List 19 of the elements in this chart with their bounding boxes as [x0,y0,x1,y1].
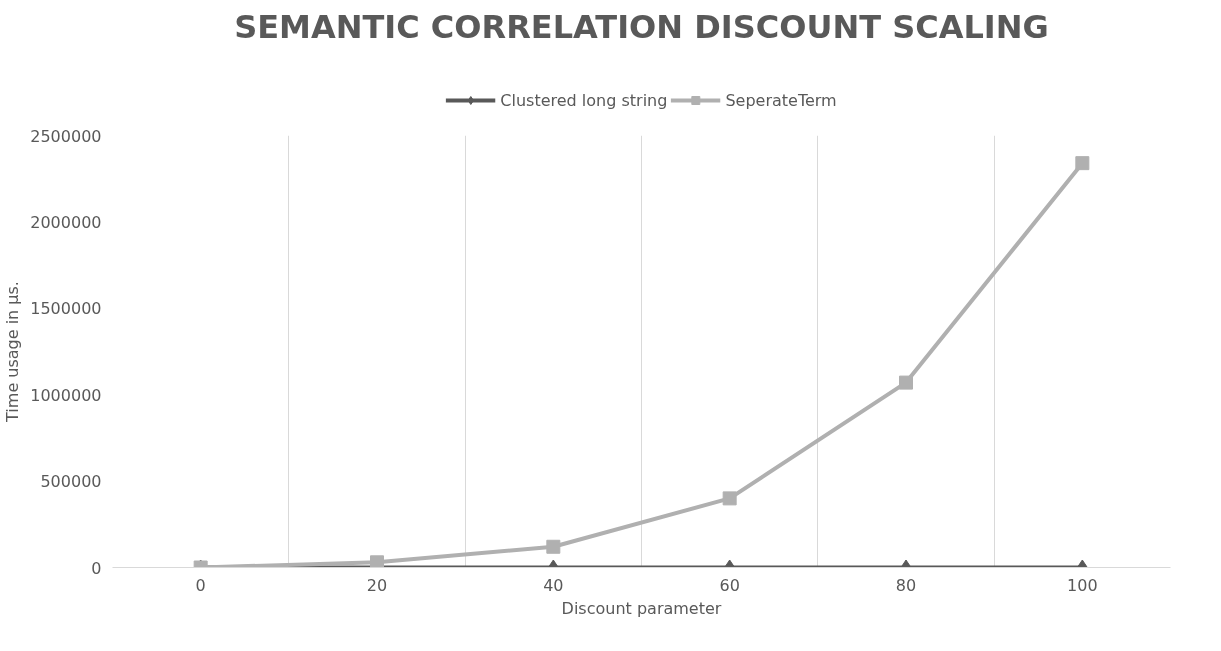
y-tick-label: 0 [91,558,102,578]
x-axis-title: Discount parameter [561,598,722,618]
point [1075,156,1090,171]
x-tick-label: 40 [543,575,564,595]
y-tick-label: 1000000 [30,385,102,405]
y-tick-label: 500000 [40,472,102,492]
point [899,375,913,390]
x-tick-label: 100 [1067,575,1098,595]
y-tick-label: 1500000 [30,299,102,319]
y-tick-label: 2500000 [30,126,102,146]
x-tick-label: 60 [719,575,740,595]
y-axis-title: Time usage in µs. [3,281,23,423]
x-tick-label: 20 [366,575,388,595]
legend-label: Clustered long string [500,90,668,110]
x-tick-label: 0 [195,575,206,595]
x-tick-label: 80 [895,575,917,595]
chart-title: SEMANTIC CORRELATION DISCOUNT SCALING [234,7,1049,46]
y-tick-label: 2000000 [30,212,102,232]
legend-label: SeperateTerm [725,90,837,110]
